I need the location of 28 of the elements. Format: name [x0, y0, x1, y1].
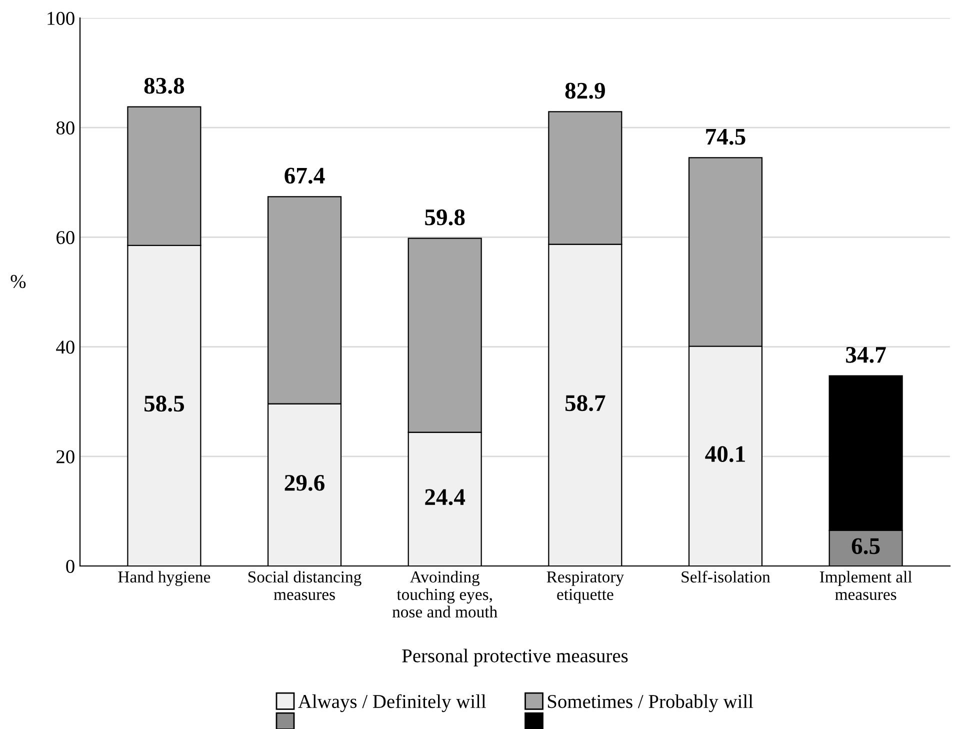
- total-label: 67.4: [284, 168, 325, 184]
- x-tick-label: Self-isolation: [682, 570, 770, 583]
- data-label: 6.5: [852, 538, 880, 554]
- y-tick-label: 0: [66, 560, 74, 573]
- total-label: 34.7: [846, 346, 886, 363]
- data-label: 58.7: [565, 395, 606, 412]
- total-label: 82.9: [565, 82, 605, 99]
- x-tick-label: Avoinding touching eyes, nose and mouth: [392, 570, 498, 618]
- y-tick-label: 40: [56, 340, 74, 354]
- total-label: 83.8: [144, 78, 184, 94]
- total-label: 59.8: [425, 209, 465, 226]
- x-tick-label: Respiratory etiquette: [546, 571, 624, 604]
- x-tick-label: Social distancing measures: [248, 570, 362, 600]
- legend-label: Sometimes / Probably will: [548, 694, 754, 712]
- legend-label: Always / Definitely will: [298, 694, 486, 712]
- data-label: 29.6: [284, 474, 324, 491]
- total-label: 74.5: [706, 128, 746, 145]
- x-axis-title: Personal protective measures: [402, 648, 628, 666]
- y-axis-title: %: [10, 274, 26, 288]
- x-tick-label: Hand hygiene: [118, 570, 210, 586]
- y-tick-label: 80: [56, 121, 74, 135]
- data-label: 58.5: [144, 396, 184, 412]
- x-tick-label: Implement all measures: [820, 570, 912, 600]
- y-tick-label: 100: [48, 12, 74, 25]
- data-label: 24.4: [425, 489, 466, 506]
- data-label: 40.1: [705, 446, 745, 462]
- y-tick-label: 60: [56, 231, 74, 244]
- y-tick-label: 20: [56, 450, 74, 464]
